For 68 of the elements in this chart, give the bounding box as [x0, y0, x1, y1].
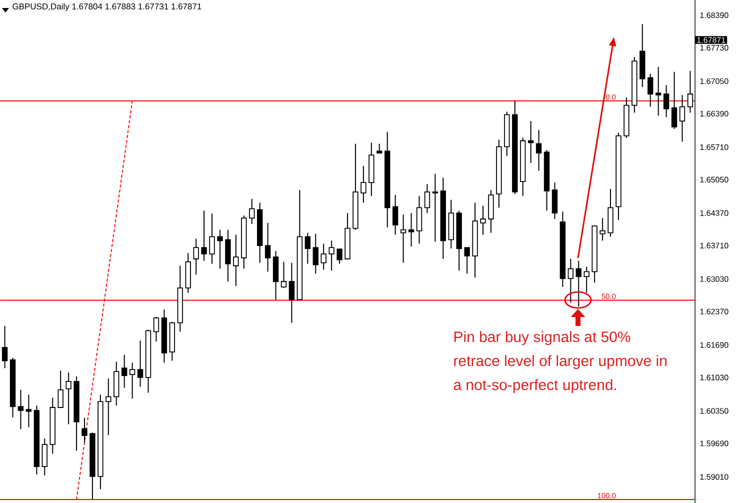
candlestick	[82, 417, 88, 443]
candlestick	[288, 262, 295, 324]
y-tick-label: 1.61030	[700, 374, 728, 380]
candlestick	[392, 194, 398, 236]
y-tick-label: 1.59010	[700, 474, 728, 480]
candlestick	[2, 325, 8, 369]
candlestick	[312, 233, 318, 274]
candlestick	[328, 240, 334, 272]
y-tick-label: 1.68390	[700, 12, 728, 18]
candlestick	[129, 362, 136, 400]
candlestick	[18, 389, 24, 430]
candlestick	[416, 195, 422, 244]
candlestick	[432, 173, 438, 242]
y-tick-label: 1.63030	[700, 276, 728, 282]
candlestick	[687, 70, 694, 114]
candlestick	[576, 260, 582, 308]
y-tick-label: 1.66390	[700, 110, 728, 117]
y-tick-label: 1.63710	[700, 242, 728, 248]
y-tick-label: 1.65050	[700, 176, 728, 182]
candlestick	[376, 143, 382, 154]
candlestick	[679, 94, 686, 142]
candlestick	[26, 394, 32, 428]
candlestick	[264, 222, 271, 272]
candlestick	[304, 232, 310, 264]
candlestick	[249, 198, 255, 224]
candlestick	[552, 182, 558, 220]
y-tick-label: 1.61690	[700, 342, 728, 348]
candlestick	[42, 438, 48, 476]
candlestick	[336, 248, 342, 264]
candlestick	[233, 234, 239, 286]
y-tick-label: 1.62370	[700, 308, 728, 314]
y-tick-label: 1.60350	[700, 408, 728, 414]
candlestick	[360, 165, 366, 204]
candlestick	[320, 243, 326, 270]
candlestick	[655, 66, 662, 116]
y-tick-label: 1.67050	[700, 78, 728, 84]
candlestick	[201, 210, 207, 262]
candlestick	[464, 247, 470, 274]
candlestick	[568, 258, 574, 304]
candlestick	[536, 129, 542, 172]
candlestick	[66, 372, 72, 425]
candlestick	[424, 184, 430, 214]
candlestick	[671, 71, 678, 130]
candlestick	[600, 218, 606, 242]
y-tick-label: 1.65710	[700, 144, 728, 150]
candlestick	[58, 370, 64, 408]
candlestick	[280, 261, 287, 288]
text: 1.67871	[697, 37, 726, 43]
candlestick	[648, 73, 654, 108]
candlestick	[217, 229, 223, 270]
candlestick	[137, 340, 144, 388]
annotation: a not-so-perfect uptrend.	[454, 379, 616, 394]
chart-title: GBPUSD,Daily 1.67804 1.67883 1.67731 1.67871	[12, 3, 202, 12]
y-tick-label: 1.64370	[700, 210, 728, 216]
annotation: Pin bar buy signals at 50%	[454, 331, 630, 346]
candlestick	[153, 316, 160, 342]
y-tick-label: 1.67730	[700, 44, 728, 51]
candlestick	[122, 354, 128, 388]
candlestick	[584, 266, 590, 294]
candlestick	[193, 238, 199, 276]
annotation: retrace level of larger upmove in	[454, 355, 666, 370]
y-tick-label: 1.59690	[700, 440, 728, 446]
candlestick	[408, 212, 414, 248]
candlestick	[209, 213, 215, 264]
candlestick	[400, 214, 406, 264]
candlestick	[663, 84, 670, 118]
candlestick	[106, 378, 112, 436]
candlestick	[480, 205, 486, 236]
